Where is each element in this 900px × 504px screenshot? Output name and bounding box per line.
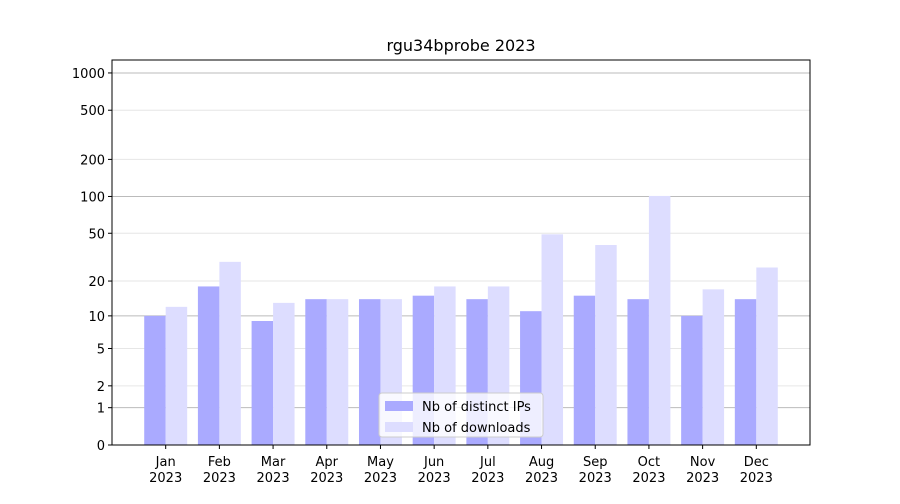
bar	[648, 195, 671, 445]
bar	[144, 315, 166, 445]
y-tick-label: 100	[80, 190, 105, 205]
plot-frame	[111, 59, 811, 446]
legend: Nb of distinct IPs Nb of downloads	[378, 392, 544, 438]
bar	[358, 299, 381, 445]
x-tick-label: Mar 2023	[257, 455, 290, 486]
x-tick-label: Oct 2023	[632, 455, 665, 486]
bar	[573, 295, 596, 445]
bar	[734, 299, 757, 445]
bar	[219, 261, 241, 445]
y-tick-label: 1	[97, 402, 105, 417]
x-tick-label: Feb 2023	[203, 455, 236, 486]
bar	[541, 234, 564, 445]
bar	[197, 286, 220, 445]
x-tick-label: Aug 2023	[525, 455, 558, 486]
y-tick-label: 0	[97, 439, 105, 454]
chart-title: rgu34bprobe 2023	[386, 36, 535, 55]
y-tick-label: 10	[88, 310, 105, 325]
y-tick-label: 200	[80, 153, 105, 168]
bar	[165, 306, 188, 445]
x-tick-label: Jul 2023	[471, 455, 504, 486]
x-tick-label: Jun 2023	[418, 455, 451, 486]
bar	[702, 289, 725, 445]
y-tick-label: 50	[88, 227, 105, 242]
y-tick-label: 5	[97, 343, 105, 358]
bar	[756, 267, 778, 445]
bar	[326, 299, 349, 445]
bar	[681, 315, 703, 445]
legend-label: Nb of downloads	[422, 421, 531, 436]
bar	[273, 302, 295, 445]
y-tick-label: 20	[88, 275, 105, 290]
x-tick-label: Nov 2023	[686, 455, 719, 486]
bar	[305, 299, 327, 445]
legend-swatch	[385, 422, 413, 432]
y-tick-label: 1000	[72, 67, 105, 82]
x-tick-label: Jan 2023	[149, 455, 182, 486]
legend-swatch	[385, 401, 413, 411]
x-tick-label: May 2023	[364, 455, 397, 486]
bar	[595, 245, 617, 445]
x-tick-label: Sep 2023	[579, 455, 612, 486]
y-tick-label: 500	[80, 104, 105, 119]
x-tick-label: Dec 2023	[740, 455, 773, 486]
legend-label: Nb of distinct IPs	[422, 400, 531, 415]
legend-box	[378, 392, 544, 438]
bar	[627, 299, 649, 445]
y-tick-label: 2	[97, 380, 105, 395]
x-tick-label: Apr 2023	[310, 455, 343, 486]
bar	[251, 320, 274, 445]
